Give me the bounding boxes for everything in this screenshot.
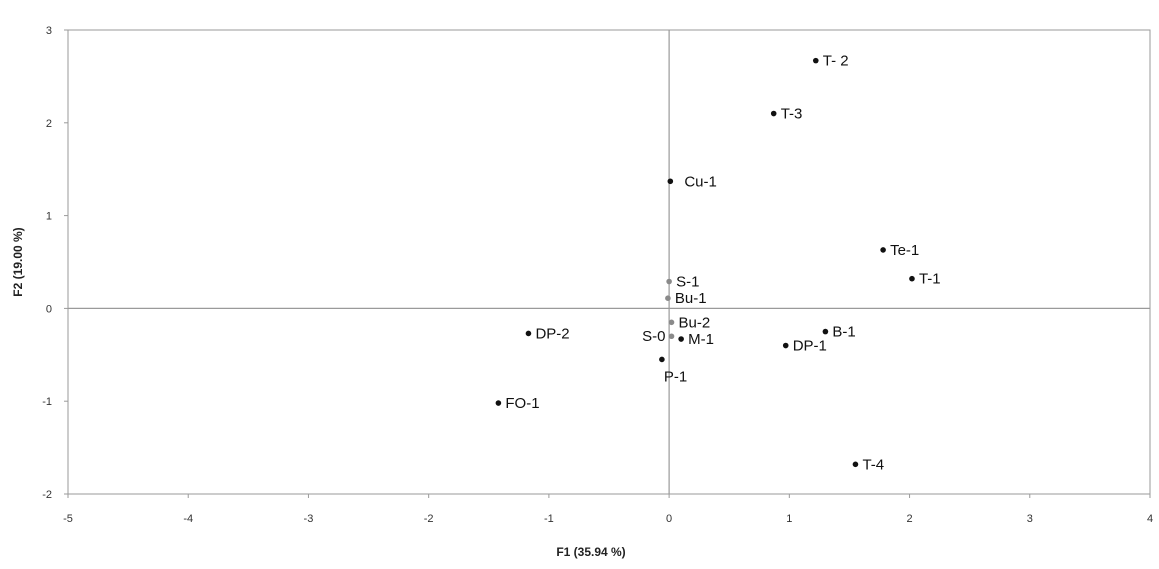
point-label: T- 2 — [823, 53, 849, 70]
data-point — [822, 328, 829, 335]
point-label: Bu-1 — [675, 290, 707, 307]
data-point — [668, 319, 675, 326]
point-label: S-1 — [676, 273, 699, 290]
y-tick-label: 2 — [46, 118, 52, 130]
y-axis-title: F2 (19.00 %) — [11, 227, 25, 296]
data-point — [659, 356, 665, 363]
data-point — [852, 461, 859, 468]
x-tick-label: 4 — [1147, 513, 1153, 525]
x-tick-label: 0 — [666, 513, 672, 525]
x-tick-label: -3 — [304, 513, 314, 525]
point-label: P-1 — [664, 368, 687, 385]
x-tick-label: -1 — [544, 513, 554, 525]
point-label: DP-2 — [535, 325, 569, 342]
data-point — [770, 110, 777, 117]
x-tick-label: 3 — [1027, 513, 1033, 525]
point-label: T-4 — [862, 456, 884, 473]
x-tick-label: 1 — [786, 513, 792, 525]
data-point — [495, 400, 502, 406]
data-points: T- 2 T-3 Cu-1 Te-1T-1 S-1Bu-1 Bu-2 B-1 DP-2 S-0 M… — [495, 53, 941, 473]
point-label: FO-1 — [505, 395, 539, 412]
y-axis-ticks: -2 -1 0 1 2 3 — [42, 25, 68, 501]
data-point — [909, 275, 915, 282]
point-label: Cu-1 — [684, 173, 717, 190]
x-axis-title: F1 (35.94 %) — [556, 545, 625, 559]
x-tick-label: 2 — [906, 513, 912, 525]
data-point — [667, 178, 674, 185]
data-point — [880, 247, 886, 253]
y-tick-label: 3 — [46, 25, 52, 37]
y-tick-label: 0 — [46, 303, 52, 315]
data-point — [668, 333, 675, 340]
data-point — [666, 278, 672, 285]
point-label: DP-1 — [793, 338, 827, 355]
data-point — [812, 57, 819, 64]
data-point — [525, 330, 532, 337]
point-label: M-1 — [688, 331, 714, 348]
point-label: Bu-2 — [679, 314, 711, 331]
point-label: S-0 — [642, 328, 665, 345]
point-label: T-3 — [781, 106, 803, 123]
x-tick-label: -4 — [183, 513, 193, 525]
x-tick-label: -5 — [63, 513, 73, 525]
point-label: B-1 — [832, 324, 855, 341]
y-tick-label: 1 — [46, 211, 52, 223]
x-tick-label: -2 — [424, 513, 434, 525]
data-point — [678, 336, 684, 342]
point-label: Te-1 — [890, 242, 919, 259]
x-axis-ticks: -5 -4 -3 -2 -1 0 1 2 3 4 — [63, 494, 1153, 525]
point-label: T-1 — [919, 271, 941, 288]
data-point — [665, 295, 671, 301]
plot-frame — [67, 29, 1151, 495]
data-point — [782, 342, 789, 349]
y-tick-label: -1 — [42, 396, 52, 408]
y-tick-label: -2 — [42, 489, 52, 501]
